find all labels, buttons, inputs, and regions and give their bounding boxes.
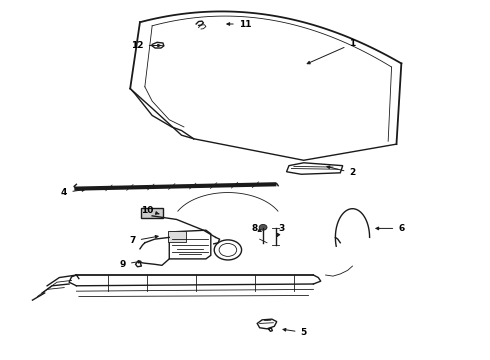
Text: 3: 3: [277, 224, 285, 237]
Text: 4: 4: [61, 188, 85, 197]
FancyBboxPatch shape: [168, 231, 186, 242]
FancyBboxPatch shape: [142, 208, 163, 219]
Circle shape: [259, 225, 267, 230]
Text: 6: 6: [376, 224, 404, 233]
Text: 5: 5: [283, 328, 307, 337]
Text: 7: 7: [129, 235, 158, 246]
Text: 8: 8: [252, 224, 261, 233]
Text: 1: 1: [307, 39, 356, 64]
Text: 12: 12: [131, 41, 161, 50]
Text: 10: 10: [141, 206, 159, 215]
Text: 9: 9: [120, 260, 141, 269]
Text: 11: 11: [227, 19, 251, 28]
Text: 2: 2: [327, 166, 356, 177]
